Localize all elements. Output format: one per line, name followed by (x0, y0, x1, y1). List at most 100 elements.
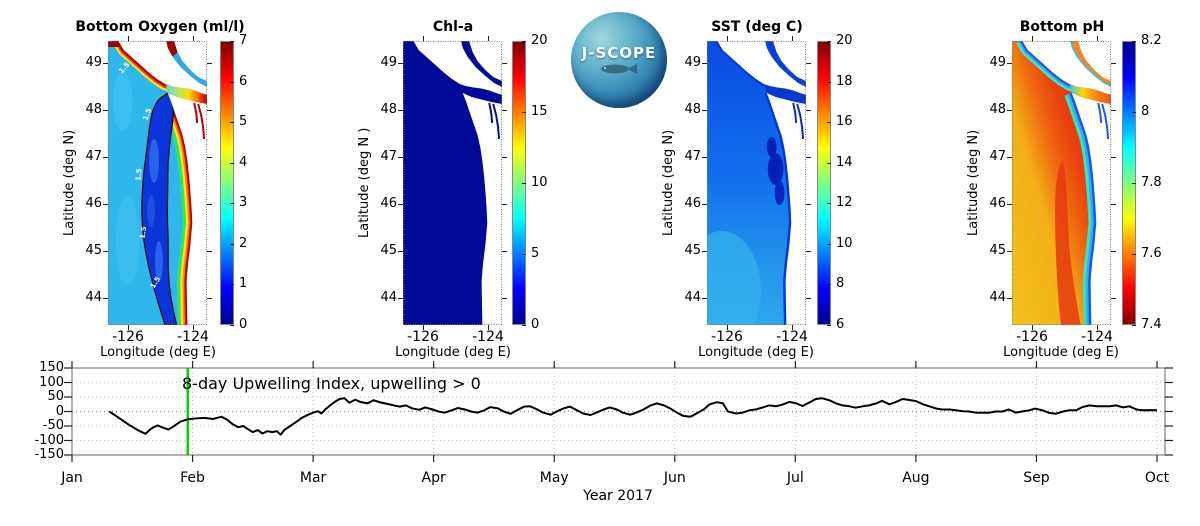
colorbar-tick-label: 14 (836, 154, 853, 170)
colorbar-tick-mark (1132, 325, 1136, 326)
upwelling-y-tick-label: 100 (39, 374, 64, 390)
colorbar-tick-mark (827, 325, 831, 326)
colorbar-sst (817, 41, 831, 325)
colorbar-tick-mark (1132, 112, 1136, 113)
colorbar-bottom-oxygen (220, 41, 234, 325)
lat-tick-mark (806, 251, 811, 253)
panel-title-bottom-ph: Bottom pH (1019, 19, 1105, 35)
lat-tick-label: 45 (684, 243, 701, 259)
lat-tick-mark (207, 110, 212, 112)
lat-tick-label: 45 (989, 243, 1006, 259)
colorbar-tick-mark (827, 41, 831, 42)
colorbar-tick-label: 12 (836, 195, 853, 211)
xlabel-bottom-oxygen: Longitude (deg E) (100, 345, 216, 360)
lat-tick-mark (806, 110, 811, 112)
colorbar-tick-label: 6 (239, 73, 248, 89)
lon-tick-mark (792, 325, 793, 330)
colorbar-tick-label: 16 (836, 114, 853, 130)
colorbar-tick-label: 1 (239, 276, 248, 292)
colorbar-tick-mark (230, 162, 234, 164)
lat-tick-mark (1111, 204, 1116, 206)
xlabel-bottom-ph: Longitude (deg E) (1003, 345, 1119, 360)
month-tick-label: Aug (902, 470, 930, 486)
map-bottom-ph (1012, 41, 1111, 325)
colorbar-tick-mark (827, 243, 831, 245)
lat-tick-mark (1007, 157, 1012, 159)
lat-tick-mark (1111, 110, 1116, 112)
colorbar-tick-mark (1132, 41, 1136, 42)
colorbar-tick-mark (827, 162, 831, 164)
lon-tick-mark (1032, 325, 1033, 330)
lon-tick-mark (423, 36, 424, 41)
lat-tick-label: 44 (989, 290, 1006, 306)
colorbar-tick-mark (522, 325, 526, 326)
month-tick-label: May (539, 470, 569, 486)
lon-tick-mark (128, 36, 129, 41)
colorbar-tick-mark (522, 41, 526, 42)
lat-tick-label: 48 (85, 102, 102, 118)
lon-tick-mark (1097, 36, 1098, 41)
svg-text:1.5: 1.5 (134, 168, 143, 181)
colorbar-tick-label: 7.6 (1141, 246, 1162, 261)
colorbar-tick-mark (827, 81, 831, 83)
lat-tick-mark (1007, 63, 1012, 65)
lon-tick-mark (488, 36, 489, 41)
upwelling-y-tick-label: -100 (34, 432, 64, 448)
upwelling-y-tick-label: -50 (42, 418, 64, 433)
upwelling-y-tick-label: 50 (47, 389, 64, 404)
colorbar-tick-mark (522, 183, 526, 184)
lat-tick-mark (398, 110, 403, 112)
colorbar-tick-label: 8 (1141, 104, 1150, 119)
lat-tick-mark (502, 110, 507, 112)
colorbar-tick-mark (230, 325, 234, 326)
lon-tick-mark (193, 325, 194, 330)
lat-tick-mark (103, 298, 108, 300)
lat-tick-mark (502, 63, 507, 65)
lat-tick-label: 44 (684, 290, 701, 306)
lon-tick-mark (727, 325, 728, 330)
lon-tick-mark (423, 325, 424, 330)
lon-tick-mark (727, 36, 728, 41)
lat-tick-mark (702, 204, 707, 206)
upwelling-index-line (108, 397, 1158, 436)
lat-tick-mark (1007, 298, 1012, 300)
lat-tick-label: 46 (989, 196, 1006, 212)
svg-text:1.5: 1.5 (138, 226, 148, 240)
lat-tick-label: 46 (380, 196, 397, 212)
lon-tick-label: -124 (177, 329, 209, 345)
month-tick-label: Jul (786, 470, 804, 486)
month-tick-label: Feb (180, 470, 205, 486)
lat-tick-mark (398, 63, 403, 65)
timeseries-xlabel: Year 2017 (583, 488, 653, 504)
month-tick-label: Apr (421, 470, 446, 486)
lat-tick-label: 45 (85, 243, 102, 259)
fish-icon (601, 64, 637, 74)
lat-tick-label: 49 (684, 55, 701, 71)
month-tick-label: Jan (61, 470, 83, 486)
month-tick-label: Oct (1144, 470, 1170, 486)
lon-tick-label: -124 (1081, 329, 1113, 345)
lat-tick-mark (398, 298, 403, 300)
lat-tick-mark (398, 157, 403, 159)
colorbar-tick-label: 0 (531, 317, 540, 332)
lat-tick-label: 46 (85, 196, 102, 212)
lon-tick-mark (792, 36, 793, 41)
colorbar-tick-label: 7.8 (1141, 175, 1162, 190)
lat-tick-label: 47 (684, 149, 701, 165)
colorbar-tick-mark (1132, 254, 1136, 255)
lon-tick-label: -126 (112, 329, 144, 345)
lat-tick-mark (806, 204, 811, 206)
colorbar-tick-mark (522, 254, 526, 255)
colorbar-tick-label: 8.2 (1141, 33, 1162, 48)
lat-tick-mark (502, 204, 507, 206)
xlabel-chl-a: Longitude (deg E) (395, 345, 511, 360)
colorbar-tick-label: 2 (239, 235, 248, 251)
colorbar-tick-mark (230, 243, 234, 245)
colorbar-tick-label: 7.4 (1141, 317, 1162, 332)
lon-tick-label: -124 (472, 329, 504, 345)
colorbar-tick-label: 5 (239, 114, 248, 130)
lat-tick-label: 49 (989, 55, 1006, 71)
colorbar-tick-mark (1132, 183, 1136, 184)
